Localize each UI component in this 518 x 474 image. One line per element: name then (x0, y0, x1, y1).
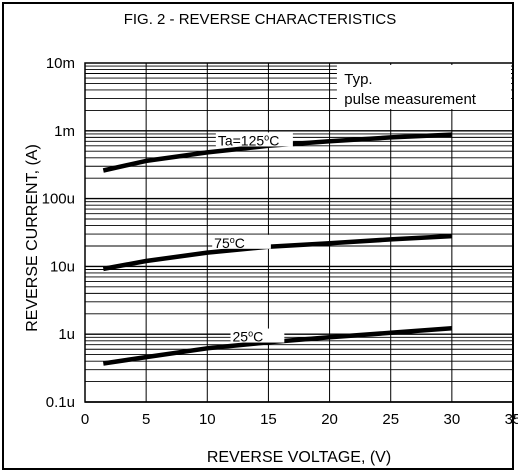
y-tick-label: 1u (58, 326, 75, 343)
x-tick-label: 25 (382, 411, 399, 428)
series-group: Ta=125oC 75oC 25oC (102, 132, 453, 366)
y-axis-label: REVERSE CURRENT, (A) (24, 144, 41, 332)
annotation-line-pulse: pulse measurement (344, 91, 477, 108)
series-label: 75oC (214, 235, 245, 251)
x-tick-label: 0 (81, 411, 89, 428)
x-axis-label: REVERSE VOLTAGE, (V) (207, 449, 391, 466)
grid (84, 63, 514, 403)
y-tick-label: 100u (42, 191, 75, 208)
y-tick-label: 10u (50, 258, 75, 275)
series-label-backing (230, 328, 285, 343)
x-tick-label: 10 (199, 411, 216, 428)
x-tick-label: 5 (142, 411, 150, 428)
annotation-box (336, 65, 511, 109)
tick-labels: 0 5 10 15 20 25 30 35 0.1u 1u 10u 100u 1m 10m (42, 55, 518, 428)
y-tick-label: 1m (54, 123, 75, 140)
y-tick-label: 0.1u (46, 394, 75, 411)
x-tick-label: 20 (321, 411, 338, 428)
chart-title: FIG. 2 - REVERSE CHARACTERISTICS (124, 11, 397, 28)
y-tick-label: 10m (46, 55, 75, 72)
plot-area (84, 62, 514, 403)
series-label-backing (215, 132, 293, 147)
x-tick-label: 30 (444, 411, 461, 428)
series-label: 25oC (233, 329, 264, 345)
series-label: Ta=125oC (218, 132, 279, 148)
annotation-line-typ: Typ. (344, 71, 372, 88)
series-label-backing (212, 234, 271, 249)
x-tick-label: 15 (260, 411, 277, 428)
series-line (102, 233, 453, 272)
x-tick-label: 35 (505, 411, 518, 428)
